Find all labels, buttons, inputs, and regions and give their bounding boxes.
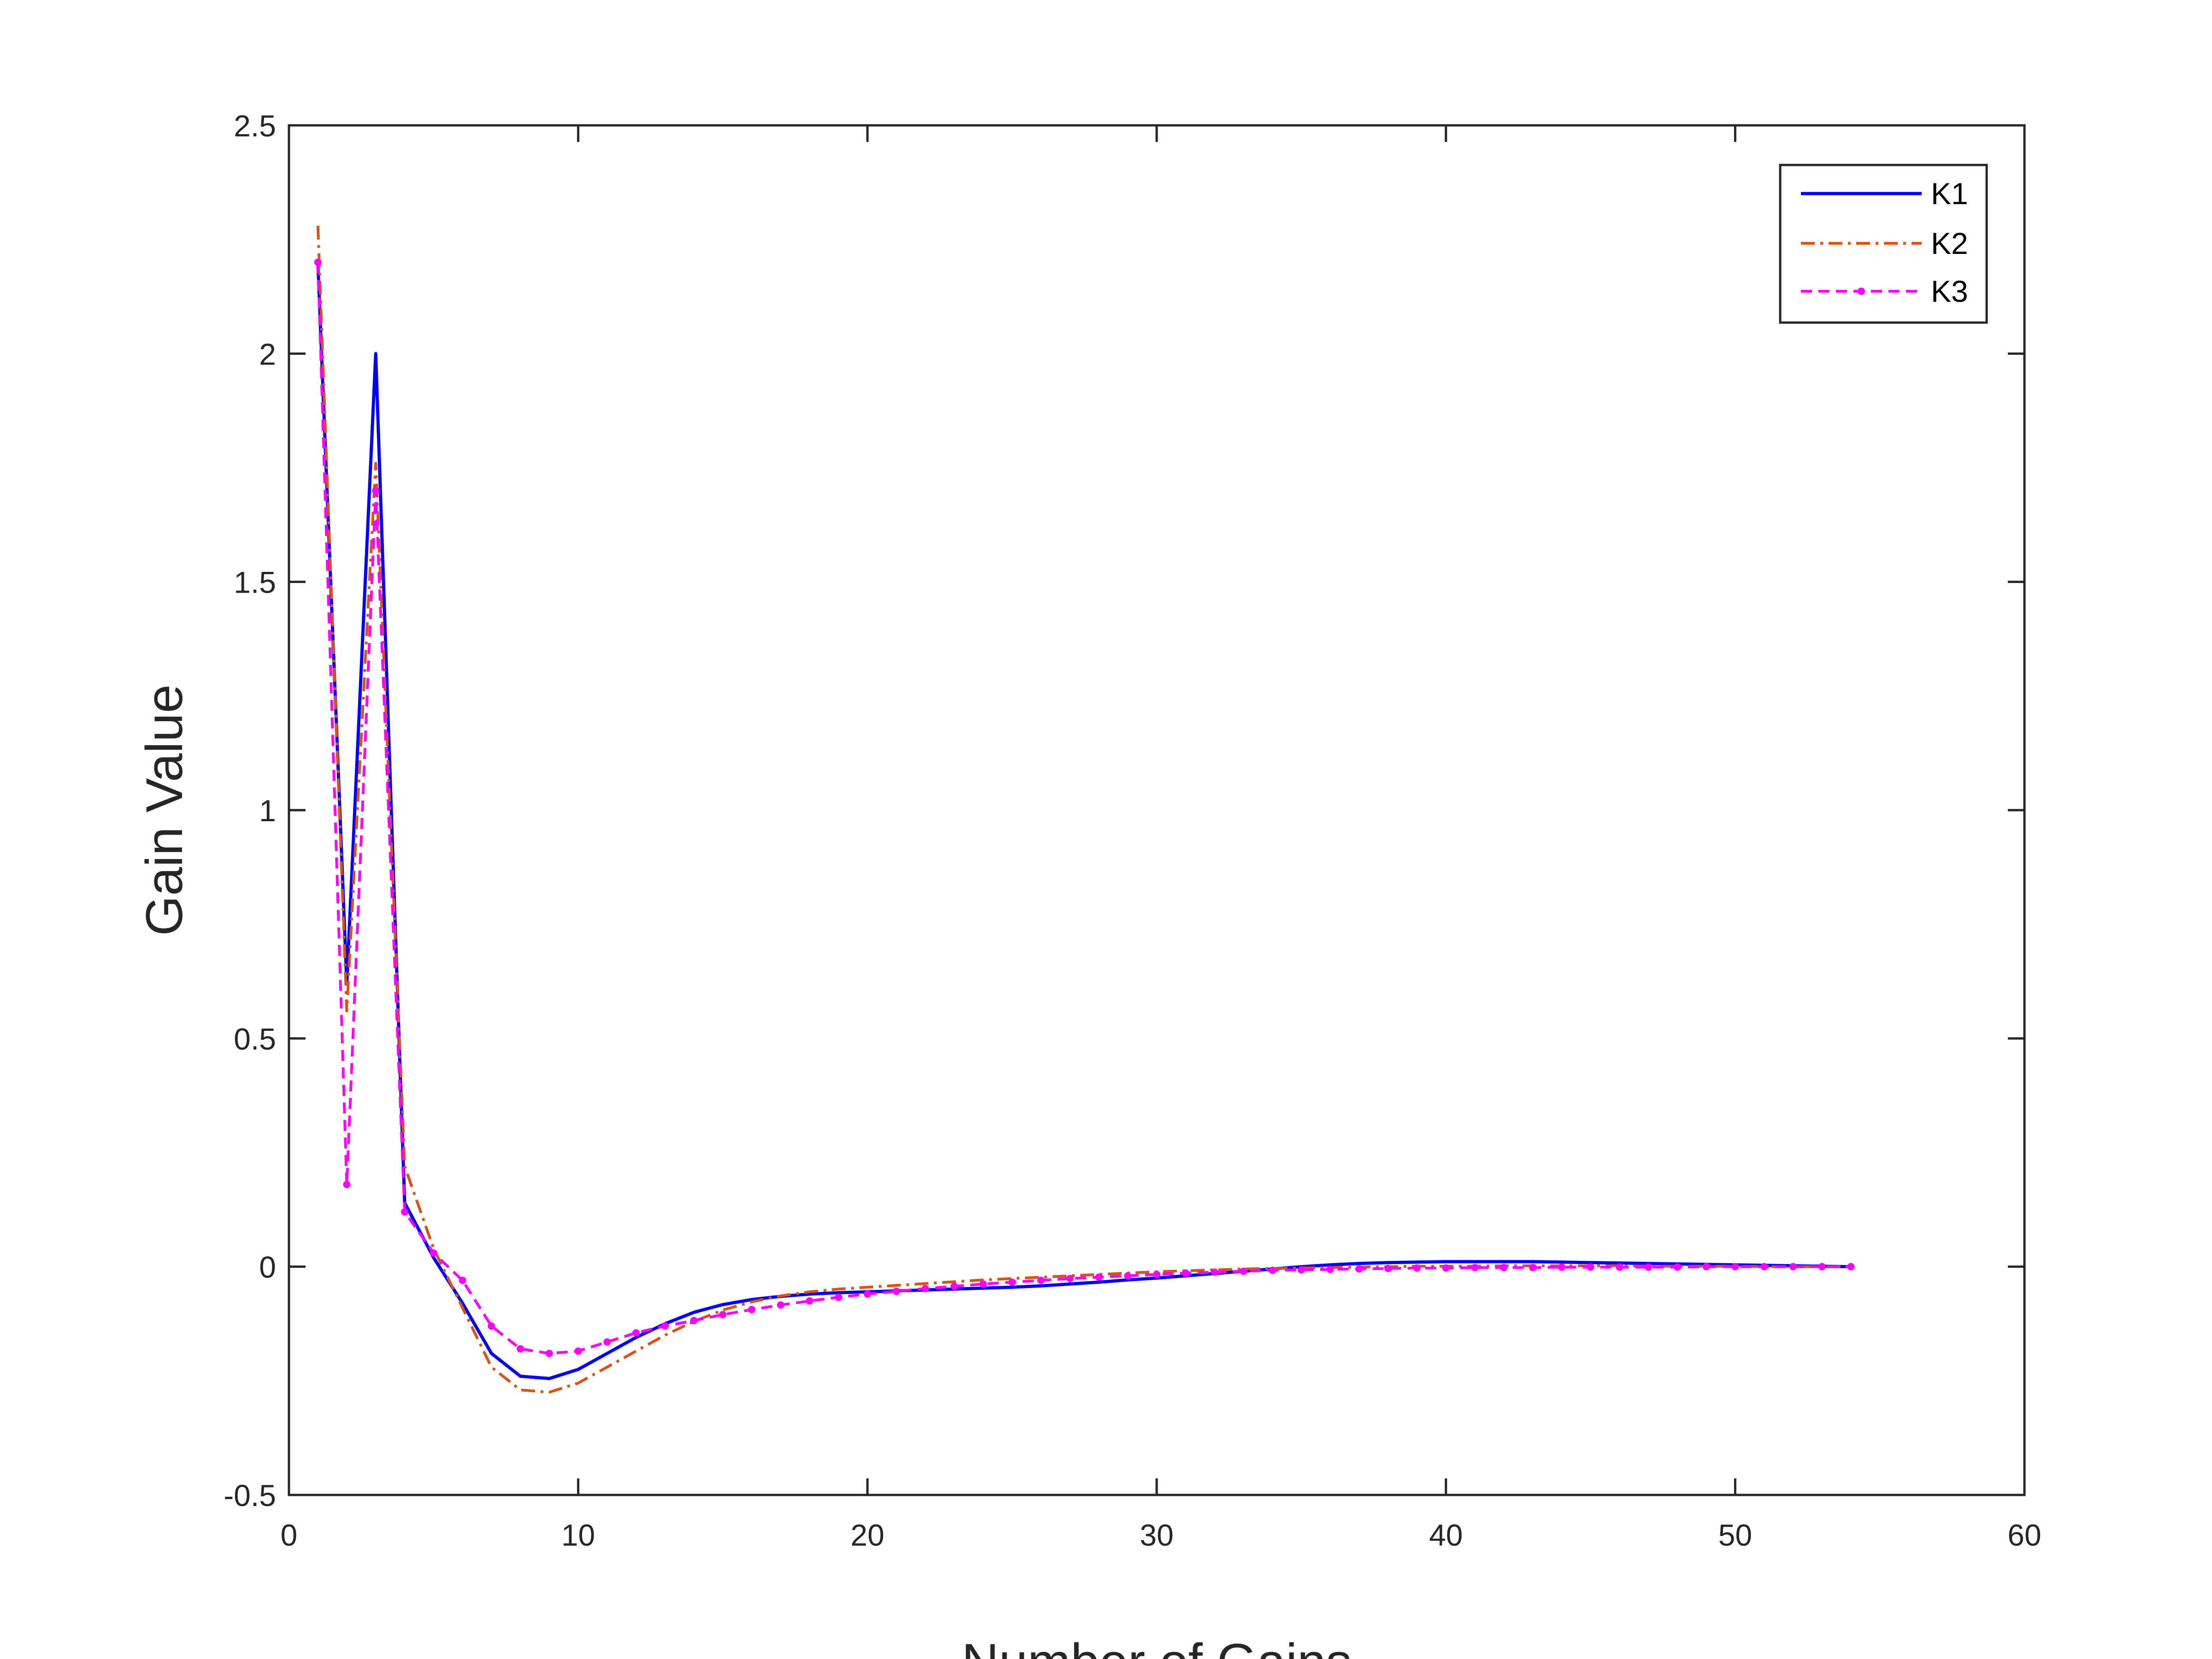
x-tick-label: 30 — [1140, 1518, 1173, 1552]
x-tick-label: 20 — [851, 1518, 884, 1552]
x-axis-ticks: 0 10 20 30 40 50 60 — [281, 125, 2041, 1552]
data-point-k3 — [429, 1249, 437, 1257]
data-point-k3 — [1413, 1264, 1421, 1272]
legend-entry-k2: K2 — [1801, 226, 1968, 260]
data-point-k3 — [1182, 1269, 1189, 1277]
y-tick-label: -0.5 — [224, 1478, 276, 1512]
data-point-k3 — [1500, 1264, 1508, 1271]
x-tick-label: 50 — [1718, 1518, 1752, 1552]
data-point-k3 — [314, 259, 322, 266]
data-point-k3 — [1297, 1266, 1305, 1274]
data-point-k3 — [1471, 1264, 1479, 1271]
y-tick-label: 0.5 — [234, 1022, 276, 1056]
legend-label-k1: K1 — [1931, 176, 1968, 211]
data-point-k3 — [1847, 1263, 1855, 1271]
data-point-k3 — [1124, 1272, 1132, 1280]
data-point-k3 — [1211, 1268, 1218, 1276]
data-point-k3 — [1558, 1263, 1565, 1271]
data-point-k3 — [401, 1208, 409, 1216]
data-point-k3 — [1008, 1278, 1016, 1286]
legend-entry-k1: K1 — [1801, 176, 1968, 211]
data-point-k3 — [1673, 1263, 1681, 1271]
y-axis-label: Gain Value — [135, 684, 193, 936]
data-point-k3 — [1702, 1263, 1710, 1271]
data-point-k3 — [1789, 1263, 1797, 1271]
data-point-k3 — [864, 1290, 871, 1298]
series-line-k1 — [316, 262, 1851, 1380]
data-point-k3 — [545, 1349, 553, 1357]
data-point-k3 — [1760, 1263, 1768, 1271]
data-point-k3 — [1095, 1273, 1103, 1281]
data-point-k3 — [1731, 1263, 1739, 1271]
data-point-k3 — [1240, 1267, 1247, 1275]
data-point-k3 — [950, 1282, 958, 1290]
data-point-k3 — [777, 1301, 785, 1309]
axes-box — [288, 124, 2026, 1496]
data-point-k3 — [1529, 1264, 1536, 1271]
data-point-k3 — [979, 1280, 987, 1288]
legend-label-k2: K2 — [1931, 226, 1968, 260]
data-point-k3 — [893, 1288, 900, 1295]
y-tick-label: 1.5 — [234, 565, 276, 600]
series-line-k2 — [316, 225, 1851, 1394]
plot-area — [289, 125, 2024, 1495]
x-tick-label: 40 — [1429, 1518, 1463, 1552]
data-point-k3 — [921, 1285, 929, 1293]
legend: K1 K2 K3 — [1779, 164, 1988, 324]
series-line-k3 — [316, 262, 1851, 1355]
data-point-k3 — [1153, 1271, 1160, 1278]
data-point-k3 — [1442, 1264, 1450, 1272]
data-point-k3 — [806, 1297, 813, 1305]
data-point-k3 — [1326, 1265, 1334, 1273]
legend-marker-k3 — [1858, 288, 1865, 295]
y-tick-label: 1 — [259, 794, 276, 828]
data-point-k3 — [517, 1345, 524, 1353]
data-point-k3 — [719, 1311, 727, 1318]
data-point-k3 — [1818, 1263, 1826, 1271]
data-point-k3 — [459, 1277, 466, 1284]
data-point-k3 — [632, 1329, 640, 1337]
data-point-k3 — [488, 1322, 495, 1330]
data-point-k3 — [661, 1322, 669, 1330]
data-point-k3 — [1269, 1266, 1277, 1274]
y-tick-label: 2.5 — [234, 109, 276, 143]
data-point-k3 — [1066, 1275, 1074, 1282]
data-point-k3 — [343, 1181, 351, 1188]
data-point-k3 — [1587, 1263, 1594, 1271]
data-point-k3 — [603, 1338, 611, 1346]
data-point-k3 — [1645, 1263, 1653, 1271]
data-point-k3 — [1616, 1263, 1624, 1271]
x-tick-label: 10 — [561, 1518, 595, 1552]
legend-entry-k3: K3 — [1801, 274, 1968, 308]
x-axis-label: Number of Gains — [962, 1633, 1352, 1659]
data-point-k3 — [1384, 1265, 1392, 1272]
series-layer — [314, 225, 1855, 1394]
data-point-k3 — [835, 1294, 842, 1301]
data-point-k3 — [1355, 1265, 1363, 1273]
legend-label-k3: K3 — [1931, 274, 1968, 308]
x-tick-label: 0 — [281, 1518, 298, 1552]
data-point-k3 — [690, 1317, 698, 1324]
x-tick-label: 60 — [2007, 1518, 2041, 1552]
data-point-k3 — [574, 1347, 582, 1355]
data-point-k3 — [1037, 1277, 1045, 1284]
data-point-k3 — [372, 487, 380, 494]
y-tick-label: 0 — [259, 1250, 276, 1284]
data-point-k3 — [748, 1306, 756, 1313]
y-tick-label: 2 — [259, 337, 276, 371]
